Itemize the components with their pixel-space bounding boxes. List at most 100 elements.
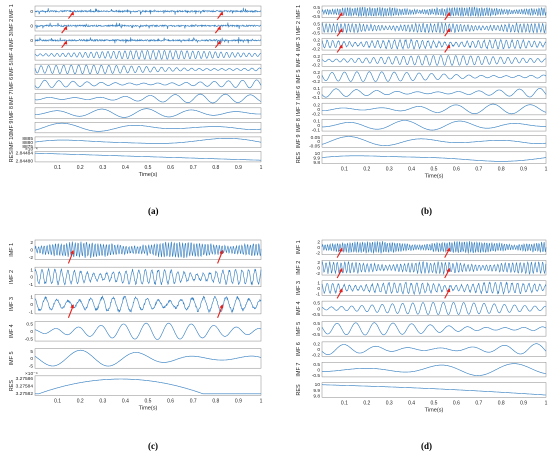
axes-box	[321, 341, 547, 357]
y-tick-label: 0	[30, 302, 33, 308]
signal-trace	[322, 103, 547, 115]
x-tick-label: 0.5	[431, 400, 438, 406]
y-label: IMF 8	[296, 118, 302, 132]
axes-box	[321, 362, 547, 378]
x-tick-label: 0.6	[167, 398, 174, 404]
y-tick-label: 5	[30, 349, 33, 355]
subplot-a-3: IMF 3 0	[9, 33, 262, 48]
signal-trace	[321, 88, 547, 98]
y-label: RES	[9, 151, 15, 163]
y-tick-label: 0	[317, 74, 320, 80]
y-tick-label: -2	[316, 271, 321, 277]
y-tick-label: -0.5	[312, 373, 321, 379]
signal-trace	[321, 21, 547, 34]
caption-a: (a)	[148, 206, 159, 216]
subplot-d-1: IMF 1 20-2	[296, 240, 547, 258]
y-label: IMF 3	[9, 33, 15, 47]
y-label: IMF 2	[9, 270, 15, 284]
subplot-b-5: IMF 5 0.20-0.2	[296, 70, 547, 85]
axes-box	[34, 122, 262, 134]
y-tick-label: -2	[316, 251, 321, 257]
y-tick-label: 2.84480	[16, 158, 34, 164]
y-label: IMF 2	[296, 261, 302, 275]
subplot-a-1: IMF 1 0	[9, 4, 262, 19]
y-label: IMF 5	[9, 62, 15, 76]
y-tick-label: 0.5	[313, 21, 320, 27]
signal-trace	[321, 322, 547, 336]
signal-trace	[321, 71, 547, 82]
arrow-marker	[444, 288, 451, 299]
y-tick-label: -1	[29, 282, 34, 288]
y-label: IMF 8	[9, 106, 15, 120]
subplot-a-8: IMF 8	[9, 106, 262, 120]
arrow-marker	[67, 11, 75, 19]
y-label: RES	[9, 380, 15, 392]
axes-box	[34, 266, 262, 287]
subplot-a-6: IMF 6	[9, 77, 262, 91]
y-tick-label: -0.05	[309, 144, 320, 150]
y-label: IMF 1	[296, 5, 302, 19]
y-tick-label: 1	[30, 267, 33, 273]
x-tick-label: 0.2	[363, 400, 370, 406]
y-tick-label: 3.27584	[16, 383, 34, 389]
axes-box	[321, 38, 547, 51]
y-tick-label: 0	[30, 275, 33, 281]
y-tick-label: 0	[317, 306, 320, 312]
signal-trace	[321, 6, 547, 18]
x-tick-label: 0.8	[498, 166, 505, 172]
x-tick-label: 0.8	[498, 400, 505, 406]
axes-box	[34, 20, 262, 32]
y-tick-label: 0.5	[313, 301, 320, 307]
y-tick-label: -0.2	[312, 46, 321, 52]
x-tick-label: 0.9	[520, 166, 527, 172]
x-tick-label: 0.2	[77, 165, 84, 171]
x-tick-label: 0.5	[431, 166, 438, 172]
y-tick-label: 0	[317, 58, 320, 64]
x-tick-label: 0.3	[99, 398, 106, 404]
axes-box	[321, 135, 547, 148]
y-tick-label: -0.5	[312, 30, 321, 36]
signal-trace	[321, 136, 547, 146]
axes-box	[34, 294, 262, 315]
signal-trace	[321, 301, 547, 315]
y-tick-label: -1	[316, 291, 321, 297]
arrow-marker	[214, 25, 221, 34]
y-tick-label: 9.9	[313, 155, 320, 161]
arrow-marker	[444, 267, 451, 279]
y-label: IMF 1	[9, 243, 15, 257]
caption-c: (c)	[148, 441, 158, 451]
y-label: IMF 2	[9, 19, 15, 33]
subplot-c-1: IMF 1 2 0-2	[9, 239, 262, 264]
axes-box	[34, 107, 262, 119]
x-axis-label: Time(s)	[139, 405, 158, 411]
x-tick-label: 1	[545, 166, 548, 172]
x-tick-label: 0.4	[408, 166, 415, 172]
subplot-d-3: IMF 3 10-1	[296, 280, 547, 299]
axes-box	[321, 280, 547, 296]
x-tick-label: 0.1	[341, 166, 348, 172]
arrow-marker	[444, 247, 451, 258]
y-tick-label: 0	[30, 248, 33, 254]
y-label: IMF 7	[296, 363, 302, 377]
y-label: IMF 3	[296, 281, 302, 295]
subplot-c-2: IMF 2 1 0-1	[9, 266, 262, 288]
signal-trace	[34, 267, 262, 286]
y-tick-label: -0.2	[312, 353, 321, 359]
arrow-marker	[217, 249, 224, 264]
y-tick-label: 0.2	[313, 38, 320, 44]
axes-box	[321, 54, 547, 67]
y-tick-label: 0.2	[313, 341, 320, 347]
subplot-a-2: IMF 2 0	[9, 19, 262, 34]
axes-box	[321, 102, 547, 116]
y-tick-label: 0.05	[311, 135, 321, 141]
y-tick-label: 0	[317, 286, 320, 292]
arrow-marker	[67, 304, 75, 319]
y-tick-label: 0.5	[313, 362, 320, 368]
y-tick-label: 10	[315, 151, 321, 157]
subplot-b-10: RES 109.99.8	[296, 151, 547, 166]
x-tick-label: 0.8	[212, 165, 219, 171]
y-tick-label: -5	[29, 364, 34, 370]
